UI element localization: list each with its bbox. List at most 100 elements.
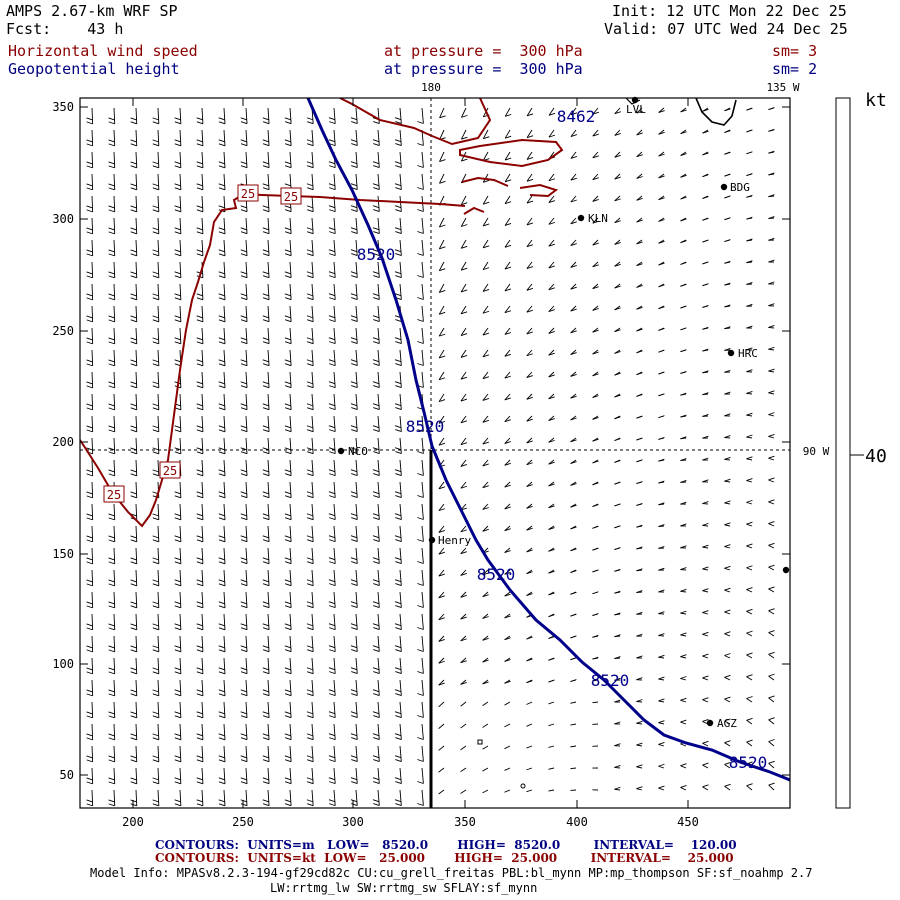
wind-barb — [240, 745, 248, 763]
wind-barb — [394, 437, 402, 454]
wind-barb — [130, 261, 138, 279]
wind-barb — [240, 261, 248, 279]
wind-barb — [460, 635, 467, 642]
wind-barb — [614, 459, 621, 463]
wind-barb — [174, 327, 182, 345]
wind-barb — [702, 239, 709, 243]
wind-barb — [658, 261, 665, 266]
wind-barb — [460, 547, 467, 555]
wind-barb — [350, 481, 358, 499]
wind-barb — [372, 195, 380, 212]
wind-barb — [592, 547, 599, 551]
station-dot — [782, 566, 790, 574]
wind-barb — [306, 173, 314, 191]
wind-barb — [768, 237, 775, 241]
x-tick-label: 300 — [342, 815, 364, 829]
wind-barb — [196, 635, 204, 653]
wind-barb — [526, 327, 533, 335]
wind-barb — [658, 195, 665, 201]
wind-barb — [482, 569, 489, 576]
wind-barb — [240, 591, 248, 609]
wind-barb — [438, 613, 445, 621]
height-contour-8520 — [306, 98, 790, 782]
wind-barb — [746, 107, 753, 111]
wind-barb — [746, 173, 753, 176]
wind-barb — [636, 151, 643, 158]
wind-barb — [746, 282, 753, 285]
wind-barb — [174, 283, 182, 301]
station-label: AGZ — [717, 717, 737, 730]
field-wind-speed: Horizontal wind speed — [8, 42, 198, 60]
wind-barb — [417, 657, 424, 674]
wind-barb — [548, 657, 555, 661]
wind-barb — [746, 303, 753, 307]
wind-barb — [460, 613, 467, 620]
wind-barb — [658, 611, 665, 615]
wind-barb — [658, 458, 665, 462]
wind-barb — [614, 239, 621, 245]
wind-barb — [768, 717, 775, 725]
wind-barb — [504, 371, 511, 379]
wind-barb — [548, 701, 555, 705]
wind-barb — [570, 767, 577, 770]
wind-barb — [482, 635, 489, 641]
wind-barb — [746, 260, 753, 264]
wind-barb — [526, 173, 534, 182]
axis-ticks — [80, 98, 790, 808]
wind-barb — [284, 415, 292, 433]
wind-barb — [592, 349, 599, 355]
wind-barb — [768, 412, 775, 417]
wind-barb — [724, 500, 731, 505]
wind-barb — [350, 591, 358, 609]
wind-barb — [218, 393, 226, 411]
height-labels: 8462 8520 8520 8520 8520 8520 — [357, 107, 768, 772]
wind-barb — [746, 499, 753, 505]
wind-barb — [328, 371, 336, 389]
speed-label: 25 — [107, 488, 121, 502]
wind-barb — [284, 305, 292, 323]
wind-barb — [328, 481, 336, 499]
wind-barb — [658, 415, 665, 419]
wind-barb — [306, 415, 314, 433]
wind-barb — [86, 349, 94, 367]
wind-barb — [262, 415, 270, 433]
wind-barb — [372, 327, 380, 344]
level-geopotential: at pressure = 300 hPa — [384, 60, 583, 78]
wind-barb — [724, 674, 731, 681]
wind-barb — [592, 591, 599, 595]
y-tick-label: 50 — [60, 768, 74, 782]
wind-barb — [196, 415, 204, 433]
station-label: LVL — [626, 103, 646, 116]
wind-barb — [394, 613, 402, 630]
wind-barb — [724, 195, 731, 199]
wind-barb — [548, 415, 555, 422]
wind-barb — [152, 745, 160, 763]
y-tick-label: 100 — [52, 657, 74, 671]
wind-barb — [328, 679, 336, 697]
wind-barb — [570, 107, 578, 116]
wind-barb — [86, 525, 94, 543]
wind-barb — [262, 679, 270, 697]
wind-barb — [724, 522, 731, 527]
wind-barb — [680, 545, 687, 549]
wind-barb — [438, 503, 446, 512]
meridian-label-135w: 135 W — [766, 81, 799, 94]
wind-barb — [548, 305, 555, 313]
wind-barb — [526, 547, 533, 553]
wind-barb — [460, 459, 468, 467]
wind-barb — [86, 789, 94, 807]
wind-barb — [108, 679, 116, 697]
wind-barb — [417, 349, 424, 366]
wind-barb — [108, 349, 116, 367]
wind-barb — [174, 635, 182, 653]
wind-barb — [570, 283, 577, 290]
wind-barb — [724, 129, 731, 133]
wind-barb — [394, 349, 402, 366]
wind-barb — [417, 723, 424, 740]
wind-barb — [658, 393, 665, 397]
wind-barb — [592, 195, 599, 202]
wind-barb — [702, 107, 709, 112]
wind-barb — [548, 239, 555, 247]
wind-barb — [262, 745, 270, 763]
wind-barb — [130, 393, 138, 411]
